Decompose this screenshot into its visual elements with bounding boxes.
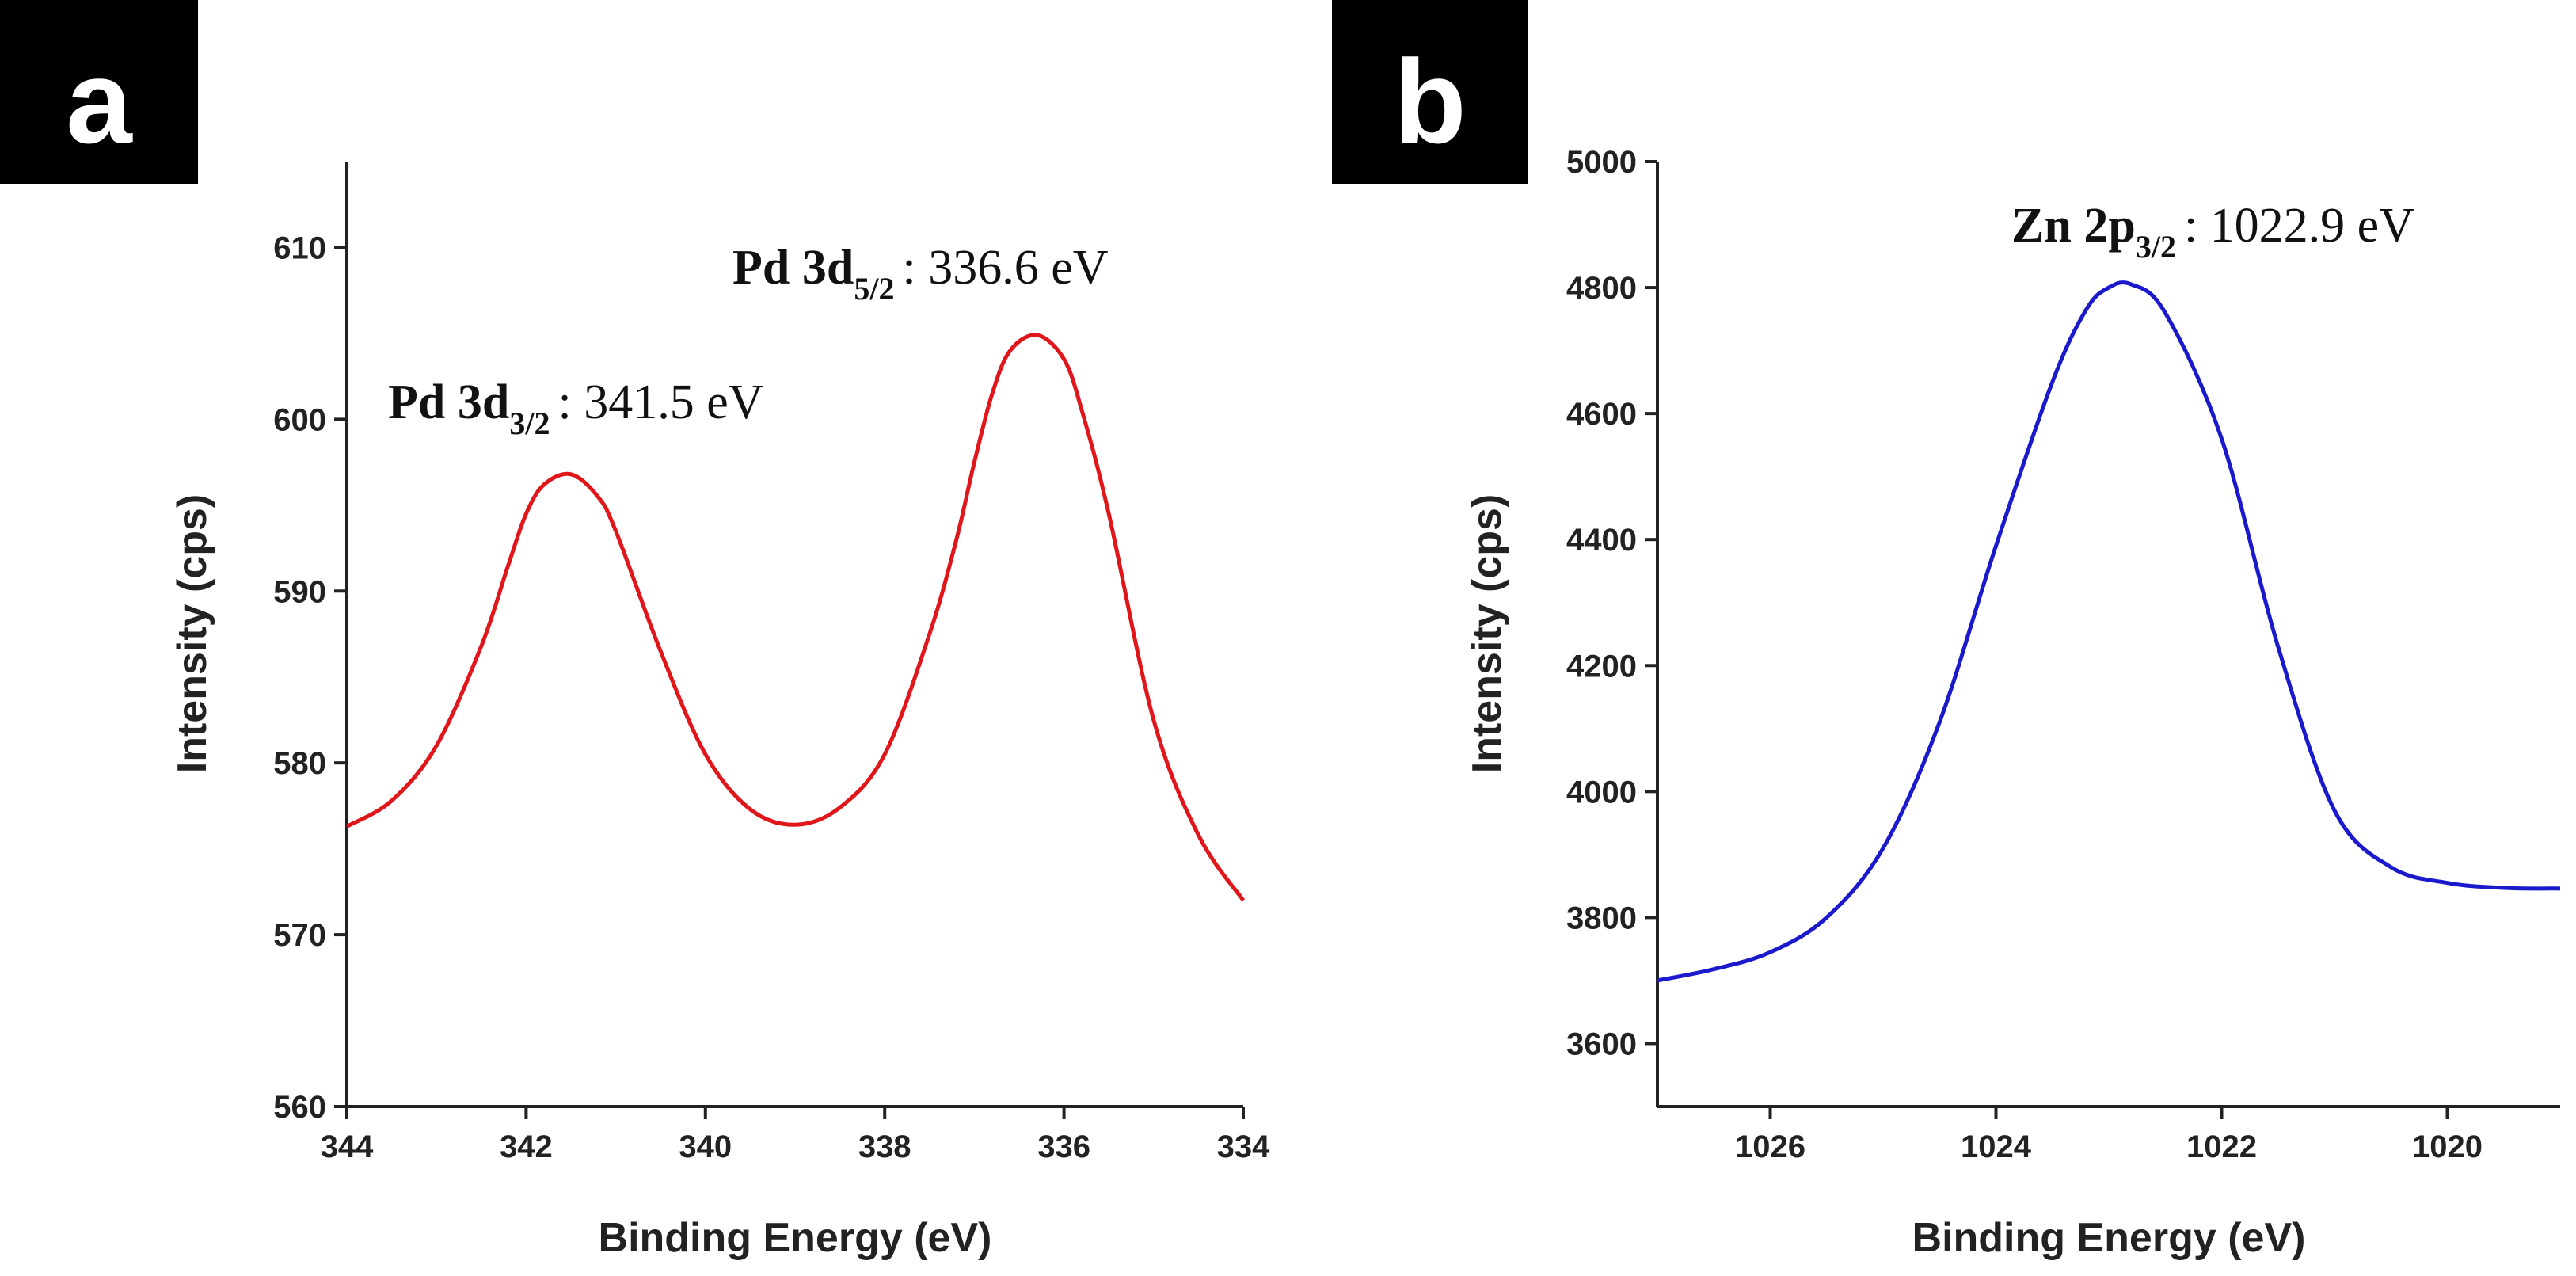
anno-b0-main: Zn 2p <box>2011 199 2136 253</box>
a-y-tick-label: 580 <box>273 746 326 781</box>
b-y-tick-label: 4400 <box>1566 523 1637 558</box>
panel-b-y-axis-title: Intensity (cps) <box>1464 494 1510 774</box>
b-y-tick-label: 4000 <box>1566 775 1637 809</box>
b-y-tick-label: 4600 <box>1566 397 1637 432</box>
panel-b-annotation-zn2p32: Zn 2p3/2: 1022.9 eV <box>2011 199 2414 265</box>
a-y-tick-label: 600 <box>273 402 326 437</box>
anno-b0-sub: 3/2 <box>2136 229 2176 265</box>
b-y-tick-label: 4200 <box>1566 649 1637 684</box>
panel-a-axes <box>345 162 1243 1108</box>
panel-b-label: b <box>1394 35 1467 168</box>
b-x-tick-label: 1020 <box>2412 1129 2483 1164</box>
a-x-tick-label: 336 <box>1037 1129 1090 1164</box>
panel-a-y-ticks: 560 570 580 590 600 610 <box>273 230 347 1125</box>
panel-b-badge <box>1332 0 1528 184</box>
panel-a-series-line <box>345 333 1246 902</box>
b-y-tick-label: 4800 <box>1566 271 1637 306</box>
panel-a-x-axis-title: Binding Energy (eV) <box>599 1215 992 1261</box>
a-y-tick-label: 560 <box>273 1090 326 1125</box>
panel-b-x-ticks: 1026 1024 1022 1020 <box>1735 1107 2483 1164</box>
b-y-tick-label: 3800 <box>1566 901 1637 935</box>
anno-a0-sub: 3/2 <box>509 406 550 441</box>
a-x-tick-label: 338 <box>858 1129 911 1164</box>
anno-a0-main: Pd 3d <box>388 375 509 429</box>
a-y-tick-label: 610 <box>273 230 326 265</box>
anno-a1-value: : 336.6 eV <box>902 241 1108 295</box>
a-x-tick-label: 334 <box>1217 1129 1270 1164</box>
b-x-tick-label: 1024 <box>1961 1129 2032 1164</box>
panel-b-series-line <box>1657 280 2561 983</box>
b-x-tick-label: 1022 <box>2186 1129 2257 1164</box>
panel-b-axes <box>1656 162 2560 1108</box>
a-x-tick-label: 340 <box>679 1129 732 1164</box>
b-y-tick-label: 3600 <box>1566 1027 1637 1061</box>
panel-b-x-axis-title: Binding Energy (eV) <box>1912 1215 2306 1261</box>
a-x-tick-label: 344 <box>321 1129 374 1164</box>
panel-a-y-axis-title: Intensity (cps) <box>169 494 215 774</box>
a-y-tick-label: 590 <box>273 574 326 609</box>
panel-a-annotation-pd3d32: Pd 3d3/2: 341.5 eV <box>388 375 764 441</box>
anno-a0-value: : 341.5 eV <box>557 375 763 429</box>
anno-a1-sub: 5/2 <box>854 271 894 307</box>
a-x-tick-label: 342 <box>500 1129 553 1164</box>
panel-b-y-ticks: 3600 3800 4000 4200 4400 4600 4800 5000 <box>1566 145 1657 1061</box>
panel-a-badge <box>0 0 198 184</box>
anno-b0-value: : 1022.9 eV <box>2184 199 2414 253</box>
panel-a-x-ticks: 344 342 340 338 336 334 <box>321 1107 1270 1164</box>
a-y-tick-label: 570 <box>273 918 326 953</box>
panel-a-label: a <box>66 35 133 168</box>
b-x-tick-label: 1026 <box>1735 1129 1805 1164</box>
panel-a-annotation-pd3d52: Pd 3d5/2: 336.6 eV <box>732 241 1109 307</box>
panel-b: b 1026 1024 1022 1020 3600 3800 4000 4200 4400 4… <box>1332 0 2561 1261</box>
anno-a1-main: Pd 3d <box>732 241 854 295</box>
b-y-tick-label: 5000 <box>1566 145 1637 180</box>
panel-a: a 344 342 340 338 336 334 560570580590600610 … <box>0 0 1270 1261</box>
